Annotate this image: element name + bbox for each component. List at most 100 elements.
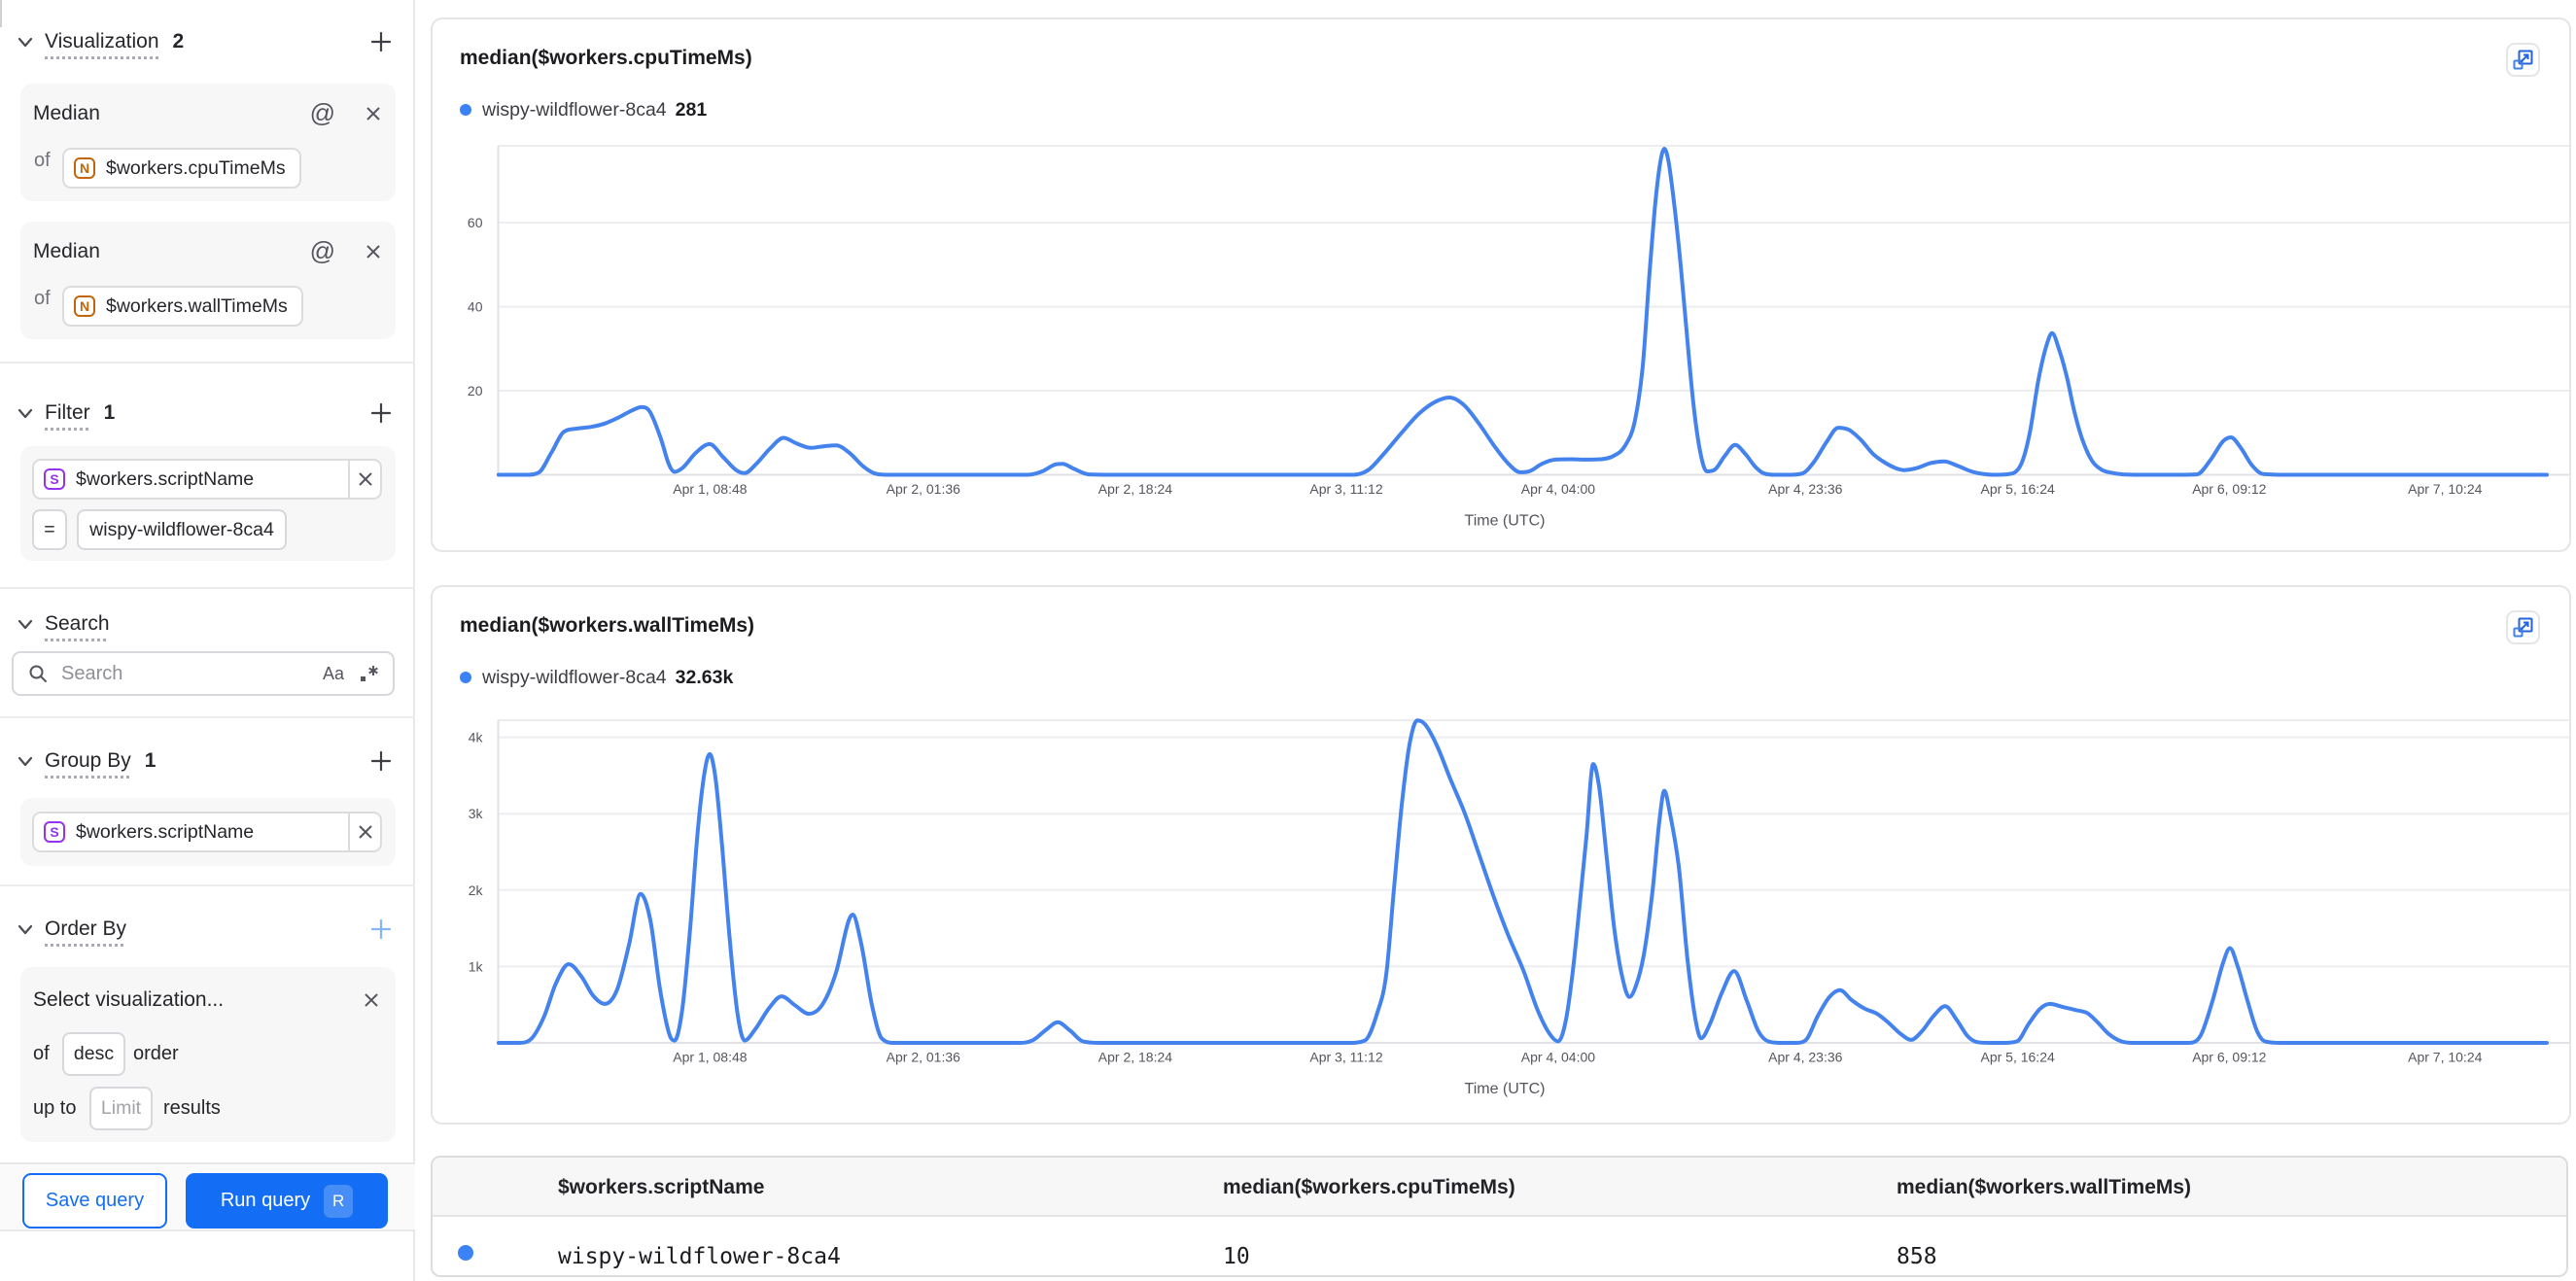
- line-chart-cpu-time[interactable]: 20 40 60 Apr 1, 08:48 Apr 2, 01:36 Apr 2, 18:…: [433, 19, 2569, 550]
- expand-chart-button[interactable]: [2506, 43, 2540, 77]
- section-title-filter[interactable]: Filter: [45, 401, 90, 424]
- remove-visualization-icon[interactable]: [363, 103, 384, 124]
- expand-icon: [2513, 617, 2533, 638]
- y-tick-label: 3k: [469, 806, 484, 821]
- x-tick-label: Apr 1, 08:48: [673, 481, 747, 497]
- chart-title: median($workers.wallTimeMs): [460, 614, 755, 637]
- visualization-count-badge: 2: [172, 30, 185, 52]
- chevron-down-icon[interactable]: [15, 750, 36, 772]
- add-group-by-button[interactable]: [368, 748, 394, 774]
- run-query-button[interactable]: Run query R: [186, 1173, 388, 1229]
- line-chart-wall-time[interactable]: 1k 2k 3k 4k Apr 1, 08:48 Apr 2, 01:36 Apr 2, 1…: [433, 587, 2569, 1123]
- series-dot: [460, 672, 471, 683]
- x-tick-label: Apr 2, 01:36: [887, 1050, 960, 1065]
- y-tick-label: 20: [468, 383, 483, 398]
- save-query-button[interactable]: Save query: [22, 1173, 167, 1229]
- at-sign-icon[interactable]: @: [309, 98, 335, 127]
- x-tick-label: Apr 3, 11:12: [1309, 481, 1382, 497]
- filter-field-box[interactable]: S $workers.scriptName: [32, 459, 382, 500]
- x-tick-label: Apr 2, 01:36: [887, 481, 960, 497]
- query-builder-sidebar: Visualization 2 Median @ of N $workers.c…: [0, 0, 415, 1281]
- up-to-label: up to: [33, 1097, 77, 1119]
- aggregation-label[interactable]: Median: [33, 239, 100, 262]
- table-row[interactable]: wispy-wildflower-8ca4 10 858: [433, 1217, 2566, 1275]
- y-tick-label: 40: [468, 299, 483, 315]
- of-label: of: [34, 288, 51, 309]
- visualization-card-1: Median @ of N $workers.cpuTimeMs: [20, 84, 396, 201]
- column-header-script-name[interactable]: $workers.scriptName: [558, 1175, 765, 1198]
- x-tick-label: Apr 3, 11:12: [1309, 1050, 1382, 1065]
- left-edge-stub: [0, 0, 2, 27]
- section-divider: [0, 884, 415, 886]
- x-tick-label: Apr 4, 23:36: [1768, 481, 1842, 497]
- sidebar-footer: Save query Run query R: [0, 1162, 415, 1231]
- section-divider: [0, 587, 415, 589]
- sort-direction-box[interactable]: desc: [62, 1032, 125, 1076]
- order-by-card: Select visualization... of desc order up…: [20, 967, 396, 1142]
- chevron-down-icon[interactable]: [15, 613, 36, 635]
- section-title-search[interactable]: Search: [45, 612, 110, 635]
- section-header-order-by: Order By: [15, 915, 394, 944]
- remove-visualization-icon[interactable]: [363, 241, 384, 262]
- y-tick-label: 2k: [469, 883, 484, 898]
- clear-order-by-icon[interactable]: [361, 989, 382, 1011]
- x-axis-title: Time (UTC): [1465, 513, 1546, 530]
- remove-filter-button[interactable]: [348, 461, 380, 498]
- section-header-search: Search: [15, 609, 394, 639]
- at-sign-icon[interactable]: @: [309, 236, 335, 265]
- aggregation-label[interactable]: Median: [33, 101, 100, 124]
- match-case-icon[interactable]: Aa: [322, 663, 344, 683]
- series-name: wispy-wildflower-8ca4: [482, 666, 667, 688]
- filter-operator-box[interactable]: =: [32, 509, 67, 550]
- filter-value-box[interactable]: wispy-wildflower-8ca4: [77, 509, 287, 550]
- filter-count-badge: 1: [103, 401, 116, 424]
- field-chip-cpu[interactable]: N $workers.cpuTimeMs: [62, 148, 301, 189]
- expand-chart-button[interactable]: [2506, 610, 2540, 644]
- chart-legend[interactable]: wispy-wildflower-8ca4 32.63k: [460, 666, 733, 689]
- x-tick-label: Apr 2, 18:24: [1098, 481, 1172, 497]
- chevron-down-icon[interactable]: [15, 402, 36, 424]
- order-word-label: order: [133, 1043, 179, 1064]
- add-filter-button[interactable]: [368, 400, 394, 426]
- x-tick-label: Apr 5, 16:24: [1980, 481, 2054, 497]
- chevron-down-icon[interactable]: [15, 918, 36, 940]
- section-title-visualization[interactable]: Visualization: [45, 30, 159, 52]
- order-of-label: of: [33, 1043, 50, 1064]
- section-title-order-by[interactable]: Order By: [45, 917, 127, 940]
- chart-title: median($workers.cpuTimeMs): [460, 47, 752, 69]
- column-header-wall-median[interactable]: median($workers.wallTimeMs): [1897, 1175, 2192, 1198]
- add-visualization-button[interactable]: [368, 29, 394, 54]
- section-header-filter: Filter 1: [15, 398, 394, 428]
- add-order-by-button[interactable]: [368, 917, 394, 942]
- series-line: [496, 147, 2549, 477]
- search-input[interactable]: Search Aa: [12, 651, 395, 696]
- chevron-down-icon[interactable]: [15, 31, 36, 52]
- order-by-visualization-select[interactable]: Select visualization...: [33, 988, 225, 1011]
- remove-group-by-button[interactable]: [348, 814, 380, 850]
- section-title-group-by[interactable]: Group By: [45, 749, 131, 772]
- table-header-row: $workers.scriptName median($workers.cpuT…: [433, 1158, 2566, 1217]
- number-type-icon: N: [74, 157, 95, 179]
- x-tick-label: Apr 2, 18:24: [1098, 1050, 1172, 1065]
- run-query-label: Run query: [220, 1190, 311, 1211]
- search-icon: [29, 665, 47, 682]
- x-tick-label: Apr 6, 09:12: [2192, 481, 2266, 497]
- x-tick-label: Apr 1, 08:48: [673, 1050, 747, 1065]
- group-by-field-box[interactable]: S $workers.scriptName: [32, 812, 382, 852]
- field-chip-wall[interactable]: N $workers.wallTimeMs: [62, 286, 303, 327]
- cell-cpu-median: 10: [1223, 1244, 1250, 1269]
- close-icon: [358, 472, 372, 486]
- column-header-cpu-median[interactable]: median($workers.cpuTimeMs): [1223, 1175, 1515, 1198]
- y-tick-label: 4k: [469, 730, 484, 745]
- series-line: [496, 718, 2549, 1046]
- section-header-visualization: Visualization 2: [15, 27, 394, 56]
- x-tick-label: Apr 5, 16:24: [1980, 1050, 2054, 1065]
- group-by-card: S $workers.scriptName: [20, 798, 396, 866]
- limit-input[interactable]: Limit: [89, 1087, 153, 1130]
- chart-legend[interactable]: wispy-wildflower-8ca4 281: [460, 98, 707, 121]
- string-type-icon: S: [44, 468, 65, 490]
- regex-icon[interactable]: [358, 662, 381, 685]
- section-divider: [0, 716, 415, 718]
- chart-card-cpu: median($workers.cpuTimeMs) wispy-wildflo…: [431, 17, 2571, 552]
- x-axis-title: Time (UTC): [1465, 1081, 1546, 1097]
